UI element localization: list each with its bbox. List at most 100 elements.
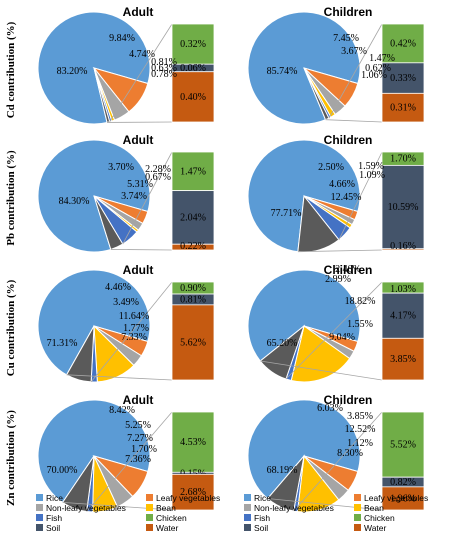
pie-data-label: 2.28%: [145, 164, 171, 175]
legend-swatch: [244, 514, 251, 521]
bar-segment-water: [171, 71, 215, 123]
legend-entry: Rice: [254, 493, 271, 503]
legend-entry: Water: [156, 523, 179, 533]
bar-segment-water: [171, 473, 215, 511]
legend-swatch: [36, 494, 43, 501]
pie-data-label: 5.31%: [127, 179, 153, 190]
bar-data-label: 4.17%: [390, 311, 416, 322]
legend-entry: Soil: [254, 523, 268, 533]
legend-entry: Non-leafy vegetables: [254, 503, 334, 513]
pie-data-label: 8.30%: [337, 448, 363, 459]
panel-pb-children: Children 1.70% 10.59% 0.16% 77.71% 2.50% 1.59%…: [247, 133, 425, 253]
panel-zn-children: Children 5.52% 0.82% 1.96% 68.19% 6.03% 3.85% 1…: [247, 393, 425, 513]
pie-data-label: 1.59%: [358, 161, 384, 172]
legend-entry: Water: [364, 523, 387, 533]
pie-data-label: 0.63%: [151, 63, 177, 74]
panel-title: Children: [324, 133, 373, 147]
bar-data-label: 0.31%: [390, 103, 416, 114]
bar-data-label: 2.68%: [180, 487, 206, 498]
pie-data-label: 8.42%: [109, 405, 135, 416]
pie-data-label: 0.62%: [365, 63, 391, 74]
legend-swatch: [36, 514, 43, 521]
pie-data-label: 3.49%: [113, 297, 139, 308]
legend-entry: Leafy vegetables: [156, 493, 220, 503]
legend-swatch: [354, 504, 361, 511]
panel-cu-children: Children 1.03% 4.17% 3.85% 65.20% 2.99%2.40% 1…: [247, 263, 425, 383]
panel-cd-children: Children0.42%0.33%0.31%85.74%7.45%3.67%1…: [247, 5, 425, 125]
panel-title: Children: [324, 393, 373, 407]
bar-segment-water: [171, 243, 215, 251]
pie-data-label: 7.27%: [127, 433, 153, 444]
legend-entry: Soil: [46, 523, 60, 533]
bar-data-label: 0.15%: [180, 468, 206, 479]
connector-line: [285, 281, 383, 380]
legend-entry: Chicken: [156, 513, 187, 523]
connector-line: [110, 249, 173, 251]
pie-data-label: 2.99%: [325, 274, 351, 285]
pie-data-label: 3.85%: [347, 411, 373, 422]
panel-pb-adult: Adult 1.47% 2.04% 0.22% 84.30% 3.70% 2.28%0.67…: [37, 133, 215, 253]
pie-data-label: 0.78%: [151, 69, 177, 80]
pie-data-label: 71.31%: [47, 338, 78, 349]
connector-line: [109, 23, 173, 122]
legend-swatch: [244, 524, 251, 531]
bar-segment-water: [171, 304, 215, 381]
pie-data-label: 2.50%: [318, 162, 344, 173]
bar-data-label: 1.03%: [390, 284, 416, 295]
pie-data-label: 12.52%: [345, 424, 376, 435]
pie-data-label: 7.36%: [125, 454, 151, 465]
bar-data-label: 0.32%: [180, 39, 206, 50]
connector-line: [325, 119, 383, 123]
legend-entry: Fish: [46, 513, 62, 523]
bar-data-label: 1.47%: [180, 166, 206, 177]
bar-data-label: 2.04%: [180, 212, 206, 223]
pie-data-label: 11.64%: [119, 311, 149, 322]
connector-line: [86, 411, 173, 512]
bar-data-label: 5.62%: [180, 337, 206, 348]
pie-data-label: 68.19%: [267, 465, 298, 476]
bar-data-label: 3.85%: [390, 354, 416, 365]
legend-entry: Fish: [254, 513, 270, 523]
pie-slice-rice: [247, 399, 361, 500]
legend-swatch: [146, 514, 153, 521]
connector-line: [267, 498, 383, 511]
pie-data-label: 7.45%: [333, 33, 359, 44]
legend-swatch: [354, 524, 361, 531]
bar-segment-soil: [171, 190, 215, 245]
legend-swatch: [146, 504, 153, 511]
pie-data-label: 0.67%: [145, 172, 171, 183]
bar-segment-water: [381, 92, 425, 123]
legend-swatch: [146, 524, 153, 531]
bar-segment-chicken: [171, 151, 215, 192]
pie-data-label: 4.46%: [105, 282, 131, 293]
pie-data-label: 1.77%: [123, 323, 149, 334]
legend-swatch: [244, 504, 251, 511]
panel-title: Children: [324, 5, 373, 19]
pie-data-label: 84.30%: [59, 196, 90, 207]
connector-line: [297, 249, 383, 253]
pie-data-label: 6.03%: [317, 403, 343, 414]
bar-data-label: 0.22%: [180, 241, 206, 252]
pie-data-label: 12.45%: [331, 192, 362, 203]
connector-line: [66, 374, 173, 381]
pie-data-label: 1.09%: [359, 170, 385, 181]
legend-entry: Chicken: [364, 513, 395, 523]
bar-data-label: 0.82%: [390, 477, 416, 488]
pie-data-label: 3.74%: [121, 191, 147, 202]
connector-line: [293, 411, 383, 512]
legend-entry: Rice: [46, 493, 63, 503]
pie-data-label: 85.74%: [267, 66, 298, 77]
bar-segment-chicken: [381, 411, 425, 478]
bar-segment-water: [381, 248, 425, 251]
connector-line: [62, 502, 173, 511]
legend-swatch: [244, 494, 251, 501]
pie-data-label: 1.06%: [361, 70, 387, 81]
pie-data-label: 65.20%: [267, 338, 298, 349]
pie-data-label: 1.12%: [347, 438, 373, 449]
pie-data-label: 70.00%: [47, 465, 78, 476]
legend-entry: Bean: [364, 503, 384, 513]
connector-line: [90, 281, 173, 383]
bar-data-label: 0.81%: [180, 294, 206, 305]
pie-slice-rice: [247, 269, 361, 362]
